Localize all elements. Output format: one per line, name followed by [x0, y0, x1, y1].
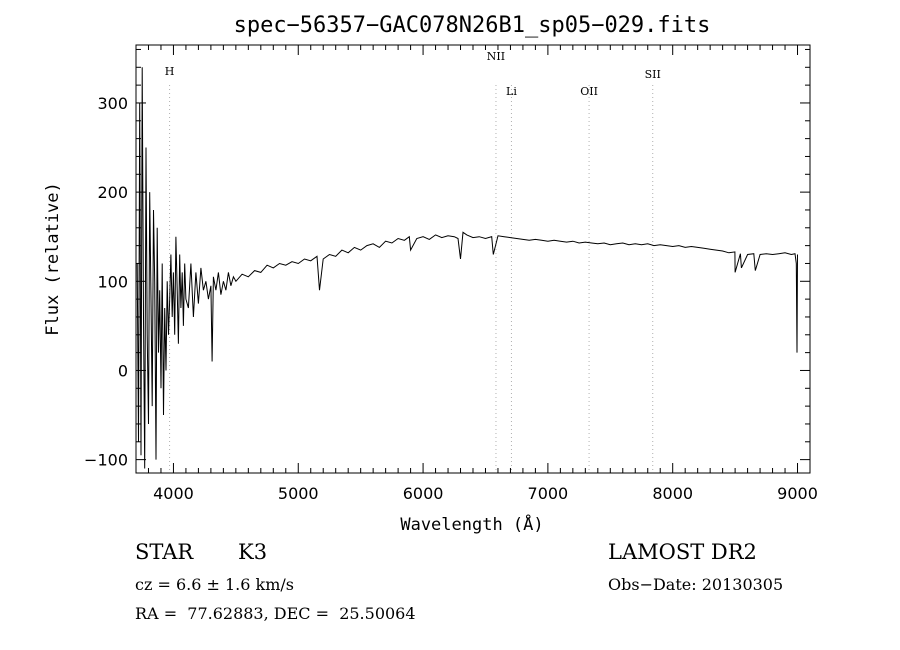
line-marker-label: SII — [645, 68, 661, 81]
y-axis: −100 0 100 200 300 — [84, 48, 810, 470]
line-marker-label: Li — [506, 85, 517, 98]
redshift-line: cz = 6.6 ± 1.6 km/s — [135, 575, 294, 594]
survey-name: LAMOST DR2 — [608, 540, 757, 564]
x-tick-label: 4000 — [153, 484, 194, 503]
x-tick-label: 5000 — [278, 484, 319, 503]
y-tick-label: 100 — [97, 272, 128, 291]
line-marker-label: NII — [487, 50, 505, 63]
x-axis: 4000 5000 6000 7000 8000 9000 — [135, 45, 818, 503]
spectrum-series — [136, 67, 798, 469]
x-axis-label: Wavelength (Å) — [400, 513, 543, 535]
observation-date: Obs−Date: 20130305 — [608, 575, 784, 594]
line-marker-layer: H NII Li OII SII — [165, 50, 661, 473]
y-tick-label: 200 — [97, 183, 128, 202]
plot-frame — [135, 44, 811, 474]
object-class: STAR — [135, 540, 194, 564]
object-subclass: K3 — [238, 540, 268, 564]
y-tick-label: 300 — [97, 94, 128, 113]
y-axis-label: Flux (relative) — [43, 182, 63, 336]
x-tick-label: 8000 — [652, 484, 693, 503]
x-tick-label: 7000 — [528, 484, 569, 503]
chart-title: spec−56357−GAC078N26B1_sp05−029.fits — [234, 13, 711, 38]
coordinates: RA = 77.62883, DEC = 25.50064 — [135, 604, 416, 623]
x-tick-label: 9000 — [777, 484, 818, 503]
line-marker-label: OII — [580, 85, 598, 98]
x-tick-label: 6000 — [403, 484, 444, 503]
series-layer — [136, 67, 798, 469]
y-tick-label: −100 — [84, 451, 128, 470]
y-tick-label: 0 — [118, 361, 128, 380]
line-marker-label: H — [165, 65, 175, 78]
